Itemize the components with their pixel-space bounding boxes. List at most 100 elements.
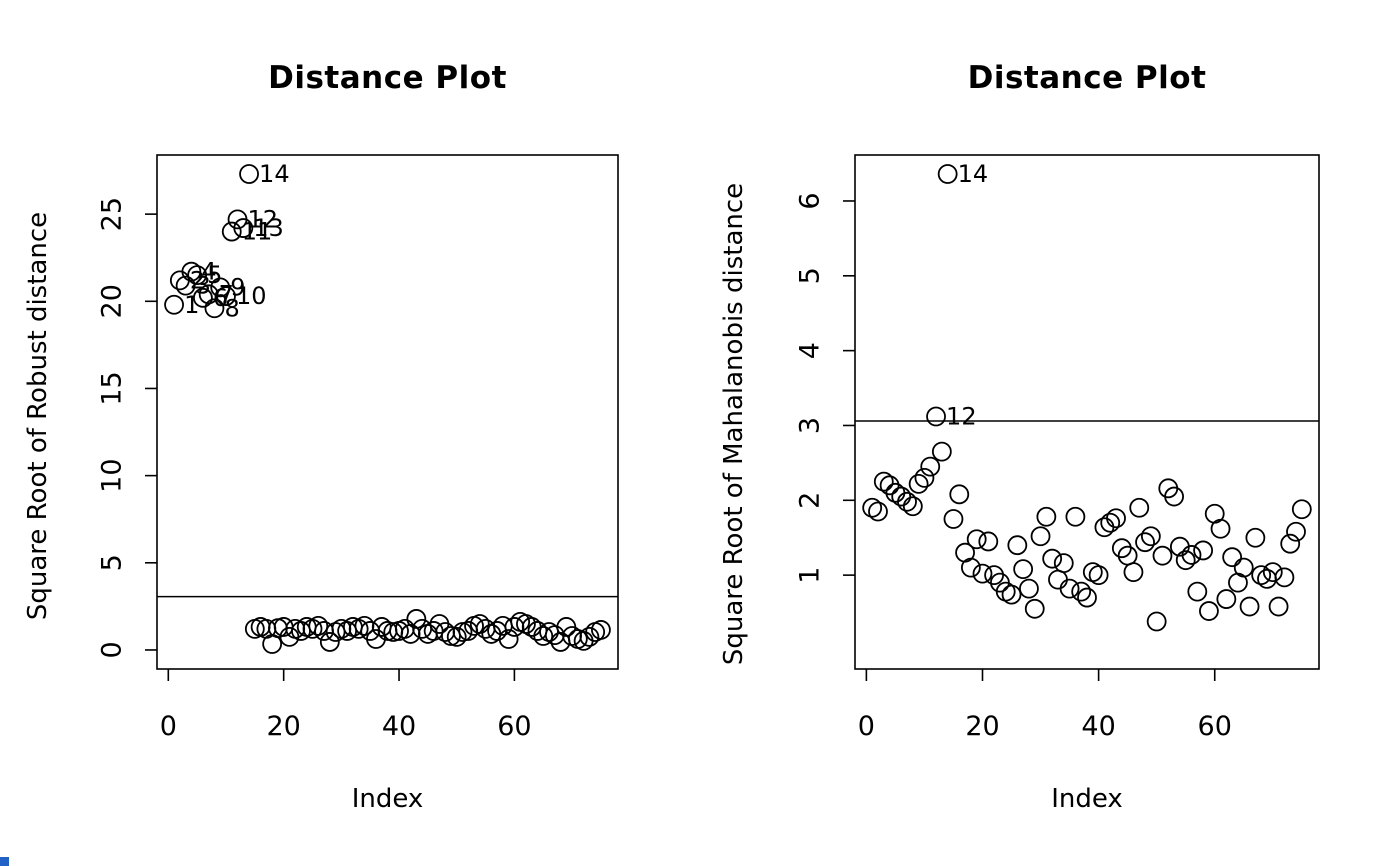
data-point xyxy=(978,531,999,552)
point-label: 13 xyxy=(253,214,284,242)
data-point xyxy=(1146,611,1167,632)
data-point xyxy=(1262,562,1283,583)
data-point xyxy=(1216,589,1237,609)
data-point xyxy=(1199,601,1219,621)
data-point xyxy=(1291,499,1312,520)
data-point xyxy=(204,298,225,319)
x-tick-label: 60 xyxy=(1198,711,1232,742)
data-point xyxy=(394,618,415,639)
data-point xyxy=(1239,596,1260,617)
y-tick-label: 20 xyxy=(97,284,128,318)
point-label: 7 xyxy=(219,280,234,308)
data-point xyxy=(1181,545,1202,565)
right-x-axis-label: Index xyxy=(1051,784,1123,814)
data-point xyxy=(960,557,981,578)
data-point xyxy=(937,164,958,184)
data-point xyxy=(1053,553,1074,574)
data-point xyxy=(469,614,490,634)
data-point xyxy=(1042,548,1063,569)
left-x-axis-label: Index xyxy=(351,784,424,814)
point-label: 1 xyxy=(184,291,199,319)
data-point xyxy=(308,616,329,636)
data-point xyxy=(579,626,600,647)
data-point xyxy=(1268,596,1289,617)
data-point xyxy=(914,467,935,488)
data-point xyxy=(931,441,952,462)
data-point xyxy=(1094,517,1115,538)
data-point xyxy=(868,501,888,522)
point-label: 10 xyxy=(236,282,267,310)
right-panel-title: Distance Plot xyxy=(967,60,1207,96)
x-tick-label: 40 xyxy=(382,711,416,742)
data-point xyxy=(1077,587,1097,608)
data-point xyxy=(897,491,917,512)
data-point xyxy=(908,473,929,494)
left-panel-title: Distance Plot xyxy=(268,60,507,96)
data-point xyxy=(573,630,594,651)
y-tick-label: 15 xyxy=(97,371,128,405)
data-point xyxy=(1088,565,1109,586)
data-point xyxy=(1222,547,1243,568)
x-tick-label: 20 xyxy=(965,711,999,742)
data-point xyxy=(1164,486,1184,507)
x-tick-label: 0 xyxy=(858,711,875,742)
data-point xyxy=(406,609,427,629)
x-tick-label: 20 xyxy=(266,711,300,742)
data-point xyxy=(1193,540,1214,561)
data-point xyxy=(920,456,941,477)
point-label: 14 xyxy=(958,160,989,188)
y-tick-label: 5 xyxy=(795,267,826,284)
y-tick-label: 4 xyxy=(795,342,826,359)
point-label: 4 xyxy=(201,258,216,286)
data-point xyxy=(1140,526,1161,547)
data-point xyxy=(1129,497,1150,518)
point-label: 11 xyxy=(242,218,273,246)
data-point xyxy=(1280,533,1301,554)
point-label: 14 xyxy=(259,160,290,188)
data-point xyxy=(1036,506,1057,527)
data-point xyxy=(1210,518,1231,539)
data-point xyxy=(319,632,340,652)
data-point xyxy=(1065,506,1086,527)
y-tick-label: 0 xyxy=(97,641,128,658)
data-point xyxy=(187,265,208,286)
data-point xyxy=(1251,565,1272,586)
data-point xyxy=(1123,562,1144,583)
data-point xyxy=(926,406,946,427)
data-point xyxy=(1019,578,1039,599)
data-point xyxy=(591,620,611,640)
y-tick-label: 5 xyxy=(97,554,128,571)
data-point xyxy=(943,509,964,529)
x-tick-label: 60 xyxy=(497,711,531,742)
data-point xyxy=(1245,527,1266,548)
data-point xyxy=(1024,598,1045,619)
y-tick-label: 3 xyxy=(795,417,826,434)
data-point xyxy=(972,563,993,584)
data-point xyxy=(966,529,987,550)
point-label: 9 xyxy=(230,273,245,301)
x-tick-label: 40 xyxy=(1081,711,1115,742)
plot-box xyxy=(854,154,1320,670)
point-label: 5 xyxy=(207,261,222,289)
y-tick-label: 2 xyxy=(795,492,826,509)
data-point xyxy=(521,617,542,637)
point-label: 6 xyxy=(213,284,228,312)
data-point xyxy=(1233,557,1254,578)
data-point xyxy=(239,164,259,184)
point-label: 2 xyxy=(190,266,205,294)
data-point xyxy=(949,484,970,505)
point-label: 8 xyxy=(224,294,239,322)
data-point xyxy=(1001,584,1022,605)
data-point xyxy=(1030,526,1051,547)
data-point xyxy=(169,270,190,291)
data-point xyxy=(902,496,923,517)
data-point xyxy=(175,275,196,296)
data-point xyxy=(216,286,236,306)
data-point xyxy=(1286,521,1306,542)
corner-artifact-blue-square xyxy=(0,857,9,866)
data-point xyxy=(233,218,254,238)
data-point xyxy=(1048,569,1068,590)
right-y-axis-label: Square Root of Mahalanobis distance xyxy=(719,182,749,666)
data-point xyxy=(221,221,242,242)
